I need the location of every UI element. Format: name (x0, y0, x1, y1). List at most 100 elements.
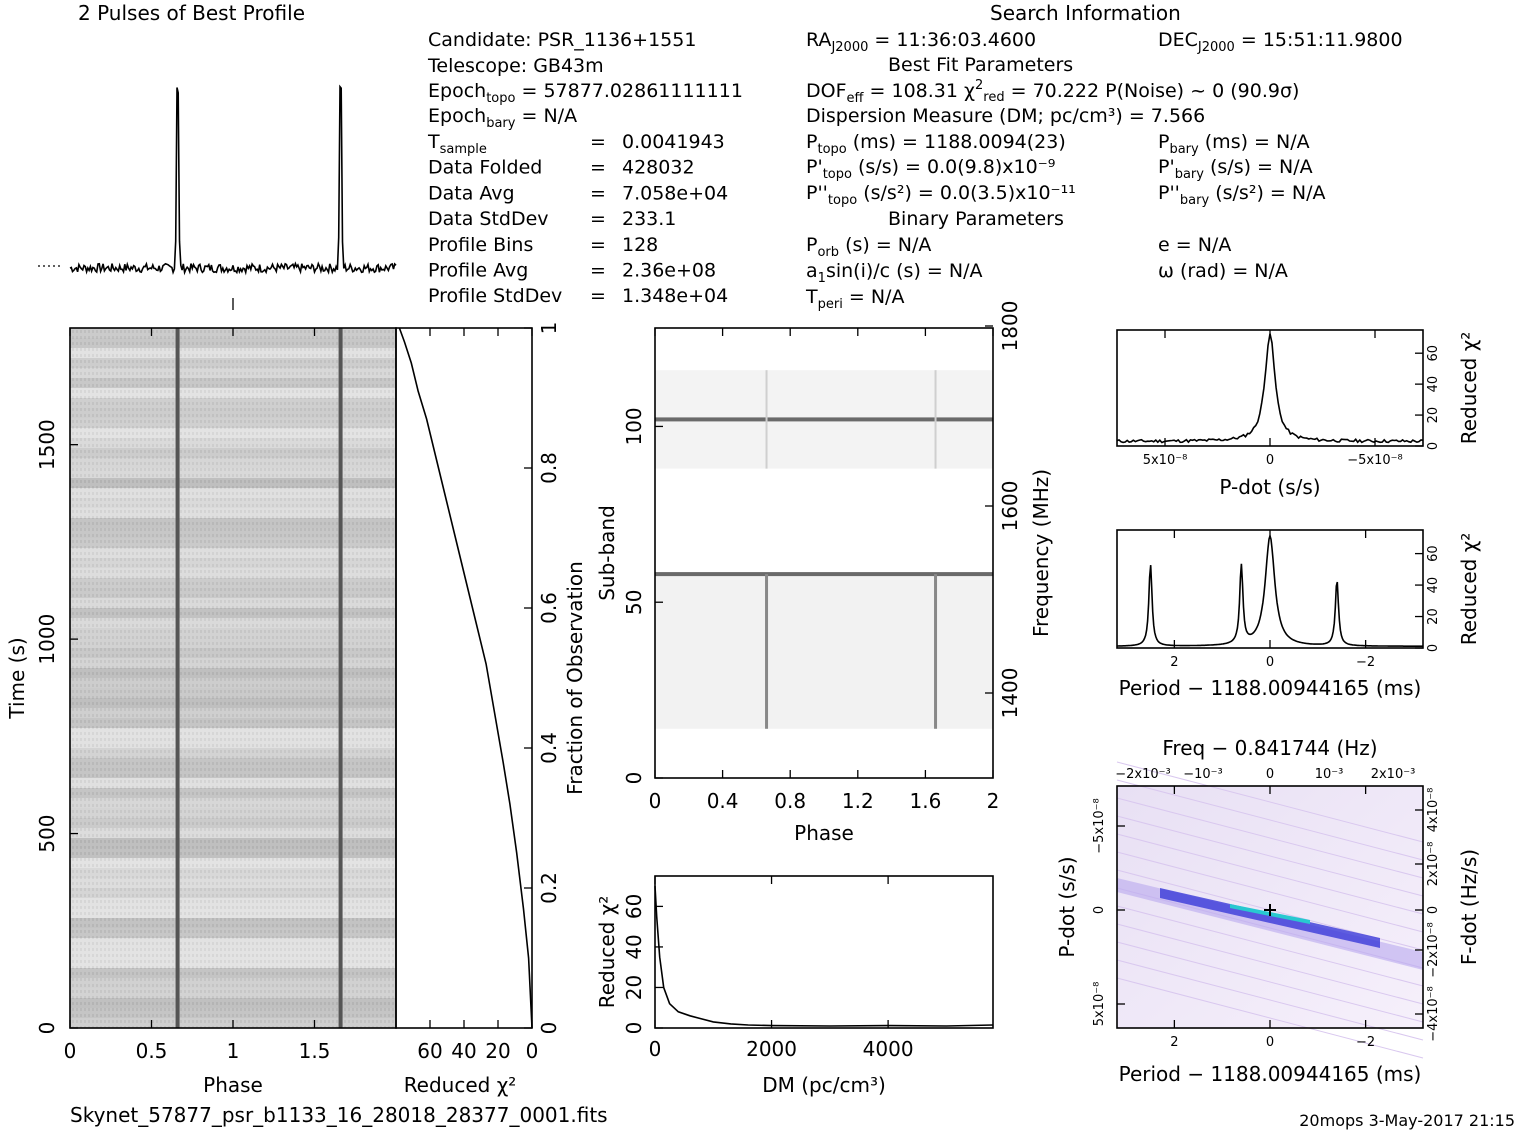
info-row-equals: = (590, 208, 606, 230)
x-tick-label: −2 (1356, 655, 1375, 670)
time-phase-row (70, 488, 396, 498)
pbary-line: Pbary (ms) = N/A (1158, 131, 1310, 157)
time-phase-rows (70, 328, 396, 1028)
time-phase-row (70, 618, 396, 628)
y-tick-label: 5x10⁻⁸ (1092, 982, 1107, 1027)
ecc-value: N/A (1198, 234, 1232, 256)
subband-pulse-lower (934, 574, 938, 729)
dm-panel: 0 2000 4000 0 20 40 60 DM (pc/cm³) Reduced χ² (595, 875, 994, 1097)
time-phase-row (70, 758, 396, 768)
dm-xlabel: DM (pc/cm³) (762, 1073, 886, 1097)
time-phase-row (70, 808, 396, 818)
info-row-equals: = (590, 182, 606, 204)
x-tick-label: 60 (417, 1039, 442, 1063)
x-tick-label: 4000 (863, 1037, 914, 1061)
info-row-equals: = (590, 260, 606, 282)
time-phase-row (70, 528, 396, 538)
y2-tick-label: 60 (1426, 345, 1441, 362)
x-tick-label: 0.5 (136, 1039, 168, 1063)
cumulative-curve (398, 327, 533, 1029)
period-pdot-fringe (1116, 761, 1424, 843)
time-phase-row (70, 708, 396, 718)
time-phase-xlabel: Phase (203, 1073, 263, 1097)
dm-line: Dispersion Measure (DM; pc/cm³) = 7.566 (806, 105, 1205, 127)
time-phase-row (70, 718, 396, 728)
y2-tick-label: 1600 (998, 481, 1022, 532)
period-pdot-fringe (1116, 851, 1424, 933)
x-tick-label: 0 (1266, 655, 1274, 670)
y2-tick-label: 0 (1426, 906, 1441, 914)
subband-frame (654, 327, 994, 779)
time-phase-row (70, 428, 396, 438)
y2-tick-label: 0 (1426, 442, 1441, 450)
pdot-panel: 5x10⁻⁸ 0 −5x10⁻⁸ 0 20 40 60 P-dot (s/s) Reduce… (1116, 329, 1481, 499)
time-phase-row (70, 998, 396, 1008)
info-row-equals: = (590, 131, 606, 153)
time-phase-row (70, 778, 396, 788)
pdot-xlabel: P-dot (s/s) (1219, 475, 1320, 499)
dec-line: DECJ2000 = 15:51:11.9800 (1158, 29, 1403, 55)
tperi-value: N/A (871, 286, 905, 308)
period-curve (1117, 533, 1423, 647)
info-row-value: 7.058e+04 (622, 182, 728, 204)
time-phase-row (70, 728, 396, 738)
time-phase-row (70, 578, 396, 588)
pddot-bary-value: N/A (1292, 182, 1326, 204)
x-tick-label: 1.6 (909, 789, 941, 813)
x2-tick-label: 10⁻³ (1315, 767, 1344, 782)
subband-xlabel: Phase (794, 821, 854, 845)
candidate-line: Candidate: PSR_1136+1551 (428, 29, 696, 51)
time-phase-row (70, 448, 396, 458)
pddot-bary-line: P''bary (s/s²) = N/A (1158, 182, 1325, 208)
y-tick-label: 500 (35, 814, 59, 852)
ptopo-value: 1188.0094(23) (924, 131, 1066, 153)
x2-tick-label: −10⁻³ (1183, 767, 1223, 782)
info-row-value: 233.1 (622, 208, 676, 230)
y-tick-label: 100 (622, 407, 646, 445)
epoch-topo-line: Epochtopo = 57877.02861111111 (428, 80, 743, 106)
y-tick-label: 0 (622, 772, 646, 785)
time-phase-row (70, 468, 396, 478)
y2-tick-label: 1400 (998, 668, 1022, 719)
info-row-value: 128 (622, 234, 658, 256)
time-phase-row (70, 498, 396, 508)
time-phase-row (70, 588, 396, 598)
period-pdot-axes: 2 0 −2 −2x10⁻³ −10⁻³ 0 10⁻³ 2x10⁻³ −5x10⁻⁸ 0 5x10⁻… (1092, 767, 1441, 1050)
time-phase-row (70, 768, 396, 778)
y2-tick-label: 60 (1426, 545, 1441, 562)
pdot-curve (1116, 333, 1424, 444)
y2-tick-label: 40 (1426, 577, 1441, 594)
y2-tick-label: 0 (537, 1022, 561, 1035)
time-phase-row (70, 928, 396, 938)
time-phase-row (70, 598, 396, 608)
time-phase-row (70, 968, 396, 978)
x-tick-label: 2000 (746, 1037, 797, 1061)
time-phase-row (70, 648, 396, 658)
subband-bright-row (655, 572, 993, 577)
y-tick-label: 0 (622, 1022, 646, 1035)
time-phase-row (70, 358, 396, 368)
y-tick-label: 0 (1092, 906, 1107, 914)
time-phase-row (70, 678, 396, 688)
subband-panel: 0 0.4 0.8 1.2 1.6 2 0 50 100 1400 1600 1800 Phase S… (595, 301, 1053, 845)
y2-tick-label: −4x10⁻⁸ (1426, 986, 1441, 1041)
y2-tick-label: 20 (1426, 407, 1441, 424)
best-fit-heading: Best Fit Parameters (888, 54, 1073, 76)
x-tick-label: 2 (987, 789, 1000, 813)
x2-tick-label: −2x10⁻³ (1115, 767, 1170, 782)
a1sini-value: N/A (949, 260, 983, 282)
info-row-label: Profile StdDev (428, 285, 562, 307)
time-phase-row (70, 978, 396, 988)
time-phase-row (70, 798, 396, 808)
info-row-label: Data Avg (428, 182, 515, 204)
ptopo-line: Ptopo (ms) = 1188.0094(23) (806, 131, 1066, 157)
info-row-label: Data Folded (428, 157, 542, 179)
x2-tick-label: 0 (1266, 767, 1274, 782)
y2-tick-label: 40 (1426, 376, 1441, 393)
dm-ylabel: Reduced χ² (595, 896, 619, 1009)
subband-ylabel: Sub-band (595, 505, 619, 601)
period-pdot-fringe (1116, 905, 1424, 987)
time-phase-row (70, 628, 396, 638)
info-row-equals: = (590, 285, 606, 307)
